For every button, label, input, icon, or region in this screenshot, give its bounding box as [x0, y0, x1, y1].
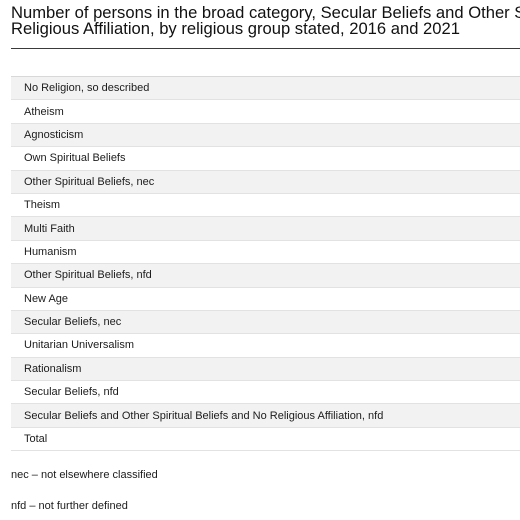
title-divider: [11, 48, 520, 49]
table-row: Theism: [11, 193, 520, 218]
row-label: Humanism: [24, 245, 77, 258]
table-row: Unitarian Universalism: [11, 334, 520, 358]
table-row: Other Spiritual Beliefs, nec: [11, 170, 520, 194]
row-label: Rationalism: [24, 362, 82, 375]
table-header-row: [11, 54, 520, 77]
table-row: New Age: [11, 287, 520, 311]
footnote-nec: nec – not elsewhere classified: [11, 469, 158, 481]
row-label: Secular Beliefs, nec: [24, 316, 122, 329]
table-row-total: Total: [11, 427, 520, 452]
row-label: Other Spiritual Beliefs, nfd: [24, 269, 152, 282]
row-label: Own Spiritual Beliefs: [24, 152, 126, 165]
row-label: Theism: [24, 199, 61, 212]
table-row: No Religion, so described: [11, 77, 520, 101]
table-title: Number of persons in the broad category,…: [11, 3, 520, 38]
table-row: Secular Beliefs and Other Spiritual Beli…: [11, 404, 520, 428]
table-title-line-2: Religious Affiliation, by religious grou…: [11, 19, 460, 38]
footnote-nfd: nfd – not further defined: [11, 500, 128, 512]
row-label: Agnosticism: [24, 128, 84, 141]
table-row: Own Spiritual Beliefs: [11, 147, 520, 171]
row-label: Secular Beliefs, nfd: [24, 386, 119, 399]
table-row: Multi Faith: [11, 217, 520, 241]
table-row: Other Spiritual Beliefs, nfd: [11, 264, 520, 288]
table-body: No Religion, so described Atheism Agnost…: [11, 77, 520, 452]
religion-table: No Religion, so described Atheism Agnost…: [11, 54, 520, 452]
table-row: Atheism: [11, 100, 520, 124]
row-label: Secular Beliefs and Other Spiritual Beli…: [24, 409, 384, 422]
row-label: Multi Faith: [24, 222, 75, 235]
row-label: Atheism: [24, 105, 64, 118]
table-row: Secular Beliefs, nfd: [11, 381, 520, 405]
table-row: Humanism: [11, 240, 520, 265]
table-row: Secular Beliefs, nec: [11, 310, 520, 335]
row-label: Total: [24, 433, 48, 446]
row-label: No Religion, so described: [24, 82, 150, 95]
table-title-line-1: Number of persons in the broad category,…: [11, 3, 520, 22]
table-row: Agnosticism: [11, 123, 520, 148]
row-label: New Age: [24, 292, 69, 305]
table-row: Rationalism: [11, 357, 520, 382]
row-label: Other Spiritual Beliefs, nec: [24, 175, 155, 188]
row-label: Unitarian Universalism: [24, 339, 135, 352]
